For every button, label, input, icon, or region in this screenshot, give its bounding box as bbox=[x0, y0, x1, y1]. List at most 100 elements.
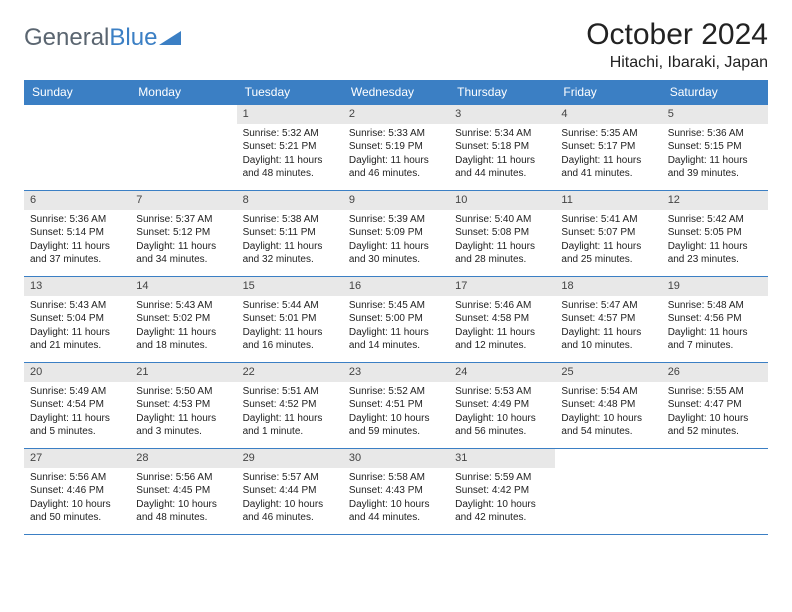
day-number: 5 bbox=[662, 105, 768, 124]
calendar-cell: 6Sunrise: 5:36 AMSunset: 5:14 PMDaylight… bbox=[24, 191, 130, 277]
sunset-text: Sunset: 5:21 PM bbox=[243, 140, 337, 154]
sunset-text: Sunset: 5:19 PM bbox=[349, 140, 443, 154]
sunrise-text: Sunrise: 5:56 AM bbox=[136, 471, 230, 485]
day-details: Sunrise: 5:43 AMSunset: 5:02 PMDaylight:… bbox=[130, 296, 236, 357]
day-details: Sunrise: 5:59 AMSunset: 4:42 PMDaylight:… bbox=[449, 468, 555, 529]
day-number: 23 bbox=[343, 363, 449, 382]
day-header: Tuesday bbox=[237, 80, 343, 105]
day-details: Sunrise: 5:37 AMSunset: 5:12 PMDaylight:… bbox=[130, 210, 236, 271]
sunset-text: Sunset: 4:47 PM bbox=[668, 398, 762, 412]
calendar-header-row: SundayMondayTuesdayWednesdayThursdayFrid… bbox=[24, 80, 768, 105]
daylight-text: Daylight: 11 hours and 30 minutes. bbox=[349, 240, 443, 267]
day-header: Wednesday bbox=[343, 80, 449, 105]
sunset-text: Sunset: 4:45 PM bbox=[136, 484, 230, 498]
day-number: 4 bbox=[555, 105, 661, 124]
sunrise-text: Sunrise: 5:43 AM bbox=[136, 299, 230, 313]
sunrise-text: Sunrise: 5:45 AM bbox=[349, 299, 443, 313]
daylight-text: Daylight: 10 hours and 46 minutes. bbox=[243, 498, 337, 525]
calendar-cell: 30Sunrise: 5:58 AMSunset: 4:43 PMDayligh… bbox=[343, 449, 449, 535]
day-details: Sunrise: 5:39 AMSunset: 5:09 PMDaylight:… bbox=[343, 210, 449, 271]
sunset-text: Sunset: 5:17 PM bbox=[561, 140, 655, 154]
calendar-cell: 18Sunrise: 5:47 AMSunset: 4:57 PMDayligh… bbox=[555, 277, 661, 363]
sunrise-text: Sunrise: 5:46 AM bbox=[455, 299, 549, 313]
sunrise-text: Sunrise: 5:48 AM bbox=[668, 299, 762, 313]
calendar-cell: 24Sunrise: 5:53 AMSunset: 4:49 PMDayligh… bbox=[449, 363, 555, 449]
calendar-cell: 3Sunrise: 5:34 AMSunset: 5:18 PMDaylight… bbox=[449, 105, 555, 191]
calendar-cell: 25Sunrise: 5:54 AMSunset: 4:48 PMDayligh… bbox=[555, 363, 661, 449]
day-number: 2 bbox=[343, 105, 449, 124]
day-number: 24 bbox=[449, 363, 555, 382]
daylight-text: Daylight: 11 hours and 21 minutes. bbox=[30, 326, 124, 353]
day-number: 1 bbox=[237, 105, 343, 124]
calendar-cell: 17Sunrise: 5:46 AMSunset: 4:58 PMDayligh… bbox=[449, 277, 555, 363]
day-details: Sunrise: 5:53 AMSunset: 4:49 PMDaylight:… bbox=[449, 382, 555, 443]
calendar-cell: 2Sunrise: 5:33 AMSunset: 5:19 PMDaylight… bbox=[343, 105, 449, 191]
day-number: 18 bbox=[555, 277, 661, 296]
day-details: Sunrise: 5:32 AMSunset: 5:21 PMDaylight:… bbox=[237, 124, 343, 185]
calendar-cell: 28Sunrise: 5:56 AMSunset: 4:45 PMDayligh… bbox=[130, 449, 236, 535]
calendar-cell: 23Sunrise: 5:52 AMSunset: 4:51 PMDayligh… bbox=[343, 363, 449, 449]
day-number: 7 bbox=[130, 191, 236, 210]
sunrise-text: Sunrise: 5:39 AM bbox=[349, 213, 443, 227]
day-details: Sunrise: 5:38 AMSunset: 5:11 PMDaylight:… bbox=[237, 210, 343, 271]
day-details: Sunrise: 5:51 AMSunset: 4:52 PMDaylight:… bbox=[237, 382, 343, 443]
calendar-cell: 20Sunrise: 5:49 AMSunset: 4:54 PMDayligh… bbox=[24, 363, 130, 449]
daylight-text: Daylight: 11 hours and 32 minutes. bbox=[243, 240, 337, 267]
day-number: 27 bbox=[24, 449, 130, 468]
daylight-text: Daylight: 10 hours and 44 minutes. bbox=[349, 498, 443, 525]
calendar-cell: 12Sunrise: 5:42 AMSunset: 5:05 PMDayligh… bbox=[662, 191, 768, 277]
sunrise-text: Sunrise: 5:54 AM bbox=[561, 385, 655, 399]
daylight-text: Daylight: 10 hours and 54 minutes. bbox=[561, 412, 655, 439]
daylight-text: Daylight: 11 hours and 10 minutes. bbox=[561, 326, 655, 353]
day-header: Monday bbox=[130, 80, 236, 105]
sunrise-text: Sunrise: 5:59 AM bbox=[455, 471, 549, 485]
calendar-cell: 10Sunrise: 5:40 AMSunset: 5:08 PMDayligh… bbox=[449, 191, 555, 277]
sunrise-text: Sunrise: 5:37 AM bbox=[136, 213, 230, 227]
daylight-text: Daylight: 10 hours and 56 minutes. bbox=[455, 412, 549, 439]
calendar-cell: 27Sunrise: 5:56 AMSunset: 4:46 PMDayligh… bbox=[24, 449, 130, 535]
day-number: 22 bbox=[237, 363, 343, 382]
daylight-text: Daylight: 11 hours and 1 minute. bbox=[243, 412, 337, 439]
sunrise-text: Sunrise: 5:47 AM bbox=[561, 299, 655, 313]
sunrise-text: Sunrise: 5:36 AM bbox=[30, 213, 124, 227]
day-number: 3 bbox=[449, 105, 555, 124]
sunrise-text: Sunrise: 5:49 AM bbox=[30, 385, 124, 399]
daylight-text: Daylight: 11 hours and 44 minutes. bbox=[455, 154, 549, 181]
day-number: 13 bbox=[24, 277, 130, 296]
sunrise-text: Sunrise: 5:53 AM bbox=[455, 385, 549, 399]
sunset-text: Sunset: 5:15 PM bbox=[668, 140, 762, 154]
day-details: Sunrise: 5:36 AMSunset: 5:15 PMDaylight:… bbox=[662, 124, 768, 185]
sunset-text: Sunset: 5:12 PM bbox=[136, 226, 230, 240]
day-number: 12 bbox=[662, 191, 768, 210]
calendar-cell: 31Sunrise: 5:59 AMSunset: 4:42 PMDayligh… bbox=[449, 449, 555, 535]
daylight-text: Daylight: 11 hours and 41 minutes. bbox=[561, 154, 655, 181]
day-number: 15 bbox=[237, 277, 343, 296]
daylight-text: Daylight: 11 hours and 28 minutes. bbox=[455, 240, 549, 267]
sunrise-text: Sunrise: 5:40 AM bbox=[455, 213, 549, 227]
sunrise-text: Sunrise: 5:56 AM bbox=[30, 471, 124, 485]
page-title: October 2024 bbox=[586, 18, 768, 52]
sunset-text: Sunset: 5:02 PM bbox=[136, 312, 230, 326]
calendar-week-row: 27Sunrise: 5:56 AMSunset: 4:46 PMDayligh… bbox=[24, 449, 768, 535]
sunrise-text: Sunrise: 5:42 AM bbox=[668, 213, 762, 227]
calendar-week-row: 6Sunrise: 5:36 AMSunset: 5:14 PMDaylight… bbox=[24, 191, 768, 277]
calendar-cell bbox=[662, 449, 768, 535]
day-number: 6 bbox=[24, 191, 130, 210]
day-details: Sunrise: 5:43 AMSunset: 5:04 PMDaylight:… bbox=[24, 296, 130, 357]
day-details: Sunrise: 5:47 AMSunset: 4:57 PMDaylight:… bbox=[555, 296, 661, 357]
sunset-text: Sunset: 4:44 PM bbox=[243, 484, 337, 498]
day-header: Friday bbox=[555, 80, 661, 105]
sunset-text: Sunset: 4:54 PM bbox=[30, 398, 124, 412]
sunrise-text: Sunrise: 5:52 AM bbox=[349, 385, 443, 399]
sunrise-text: Sunrise: 5:44 AM bbox=[243, 299, 337, 313]
header: GeneralBlue October 2024 Hitachi, Ibarak… bbox=[24, 18, 768, 72]
sunset-text: Sunset: 4:58 PM bbox=[455, 312, 549, 326]
sunset-text: Sunset: 4:51 PM bbox=[349, 398, 443, 412]
daylight-text: Daylight: 11 hours and 46 minutes. bbox=[349, 154, 443, 181]
calendar-cell: 29Sunrise: 5:57 AMSunset: 4:44 PMDayligh… bbox=[237, 449, 343, 535]
calendar-cell bbox=[130, 105, 236, 191]
day-number: 11 bbox=[555, 191, 661, 210]
calendar-week-row: 13Sunrise: 5:43 AMSunset: 5:04 PMDayligh… bbox=[24, 277, 768, 363]
calendar-cell: 1Sunrise: 5:32 AMSunset: 5:21 PMDaylight… bbox=[237, 105, 343, 191]
sunset-text: Sunset: 5:05 PM bbox=[668, 226, 762, 240]
